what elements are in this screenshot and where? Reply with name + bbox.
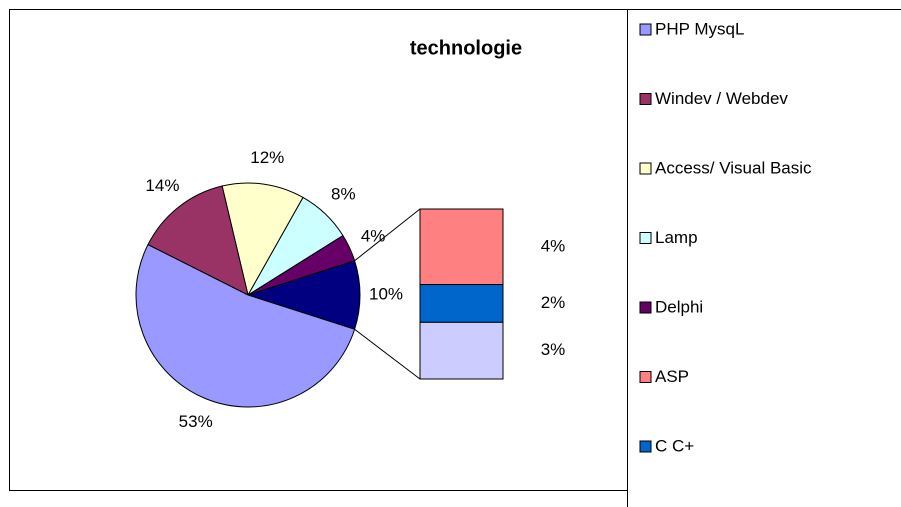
- data-label: 2%: [541, 293, 566, 312]
- connector: [354, 208, 421, 262]
- legend-swatch: [639, 162, 652, 175]
- legend-label: Windev / Webdev: [655, 89, 788, 108]
- bar-segment: [419, 321, 504, 380]
- legend-label: Access/ Visual Basic: [655, 158, 812, 177]
- legend-label: Autres, PRAGT, Prd: [655, 506, 806, 507]
- data-label: 4%: [541, 236, 566, 255]
- bar-segment: [419, 208, 504, 286]
- legend-swatch: [639, 440, 652, 453]
- pie-slice: [221, 182, 304, 297]
- legend-label: ASP: [655, 367, 689, 386]
- data-label: 4%: [361, 226, 386, 245]
- legend-label: Lamp: [655, 228, 698, 247]
- legend-label: Delphi: [655, 297, 703, 316]
- legend-swatch: [639, 301, 652, 314]
- pie-slice: [135, 243, 356, 408]
- data-label: 12%: [250, 148, 284, 167]
- bar-segment: [419, 284, 504, 323]
- data-label: 3%: [541, 340, 566, 359]
- legend-label: PHP MysqL: [655, 19, 744, 38]
- data-label: 53%: [179, 412, 213, 431]
- data-label: 8%: [331, 185, 356, 204]
- legend-swatch: [639, 93, 652, 105]
- chart-title: technologie: [410, 37, 522, 59]
- pie-slice: [147, 185, 249, 296]
- data-label: 14%: [145, 176, 179, 195]
- legend-swatch: [639, 232, 652, 244]
- legend-swatch: [639, 23, 652, 36]
- legend-swatch: [639, 371, 652, 383]
- connector: [354, 328, 421, 380]
- data-label: 10%: [369, 284, 403, 303]
- legend-label: C C+: [655, 436, 694, 455]
